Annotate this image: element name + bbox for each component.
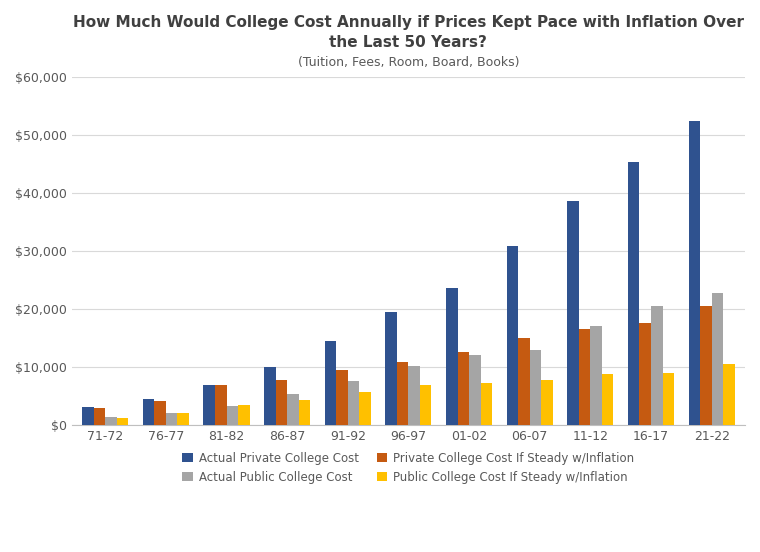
Bar <box>287 394 299 425</box>
Bar <box>397 362 408 425</box>
Bar <box>507 246 518 425</box>
Bar <box>385 312 397 425</box>
Bar <box>480 383 492 425</box>
Legend: Actual Private College Cost, Actual Public College Cost, Private College Cost If: Actual Private College Cost, Actual Publ… <box>178 447 639 489</box>
Bar <box>105 417 117 425</box>
Bar <box>299 400 310 425</box>
Bar <box>215 385 226 425</box>
Bar <box>567 201 579 425</box>
Bar <box>663 373 674 425</box>
Bar <box>689 121 700 425</box>
Bar <box>359 392 371 425</box>
Bar <box>602 374 613 425</box>
Bar <box>446 289 458 425</box>
Bar <box>154 401 166 425</box>
Bar <box>518 338 530 425</box>
Bar <box>724 364 735 425</box>
Title: How Much Would College Cost Annually if Prices Kept Pace with Inflation Over
the: How Much Would College Cost Annually if … <box>73 15 744 50</box>
Bar <box>117 417 128 425</box>
Bar <box>264 367 276 425</box>
Bar <box>591 326 602 425</box>
Bar <box>82 407 93 425</box>
Bar <box>579 329 591 425</box>
Bar <box>226 406 238 425</box>
Bar <box>166 413 177 425</box>
Bar <box>420 385 432 425</box>
Bar <box>651 306 663 425</box>
Bar <box>336 370 348 425</box>
Bar <box>325 341 336 425</box>
Bar <box>700 306 711 425</box>
Text: (Tuition, Fees, Room, Board, Books): (Tuition, Fees, Room, Board, Books) <box>298 56 519 68</box>
Bar <box>530 351 541 425</box>
Bar <box>143 399 154 425</box>
Bar <box>204 385 215 425</box>
Bar <box>348 381 359 425</box>
Bar <box>541 380 553 425</box>
Bar <box>711 294 724 425</box>
Bar <box>469 355 480 425</box>
Bar <box>93 408 105 425</box>
Bar <box>628 162 639 425</box>
Bar <box>177 412 189 425</box>
Bar <box>276 380 287 425</box>
Bar <box>458 352 469 425</box>
Bar <box>639 323 651 425</box>
Bar <box>408 367 420 425</box>
Bar <box>238 405 249 425</box>
